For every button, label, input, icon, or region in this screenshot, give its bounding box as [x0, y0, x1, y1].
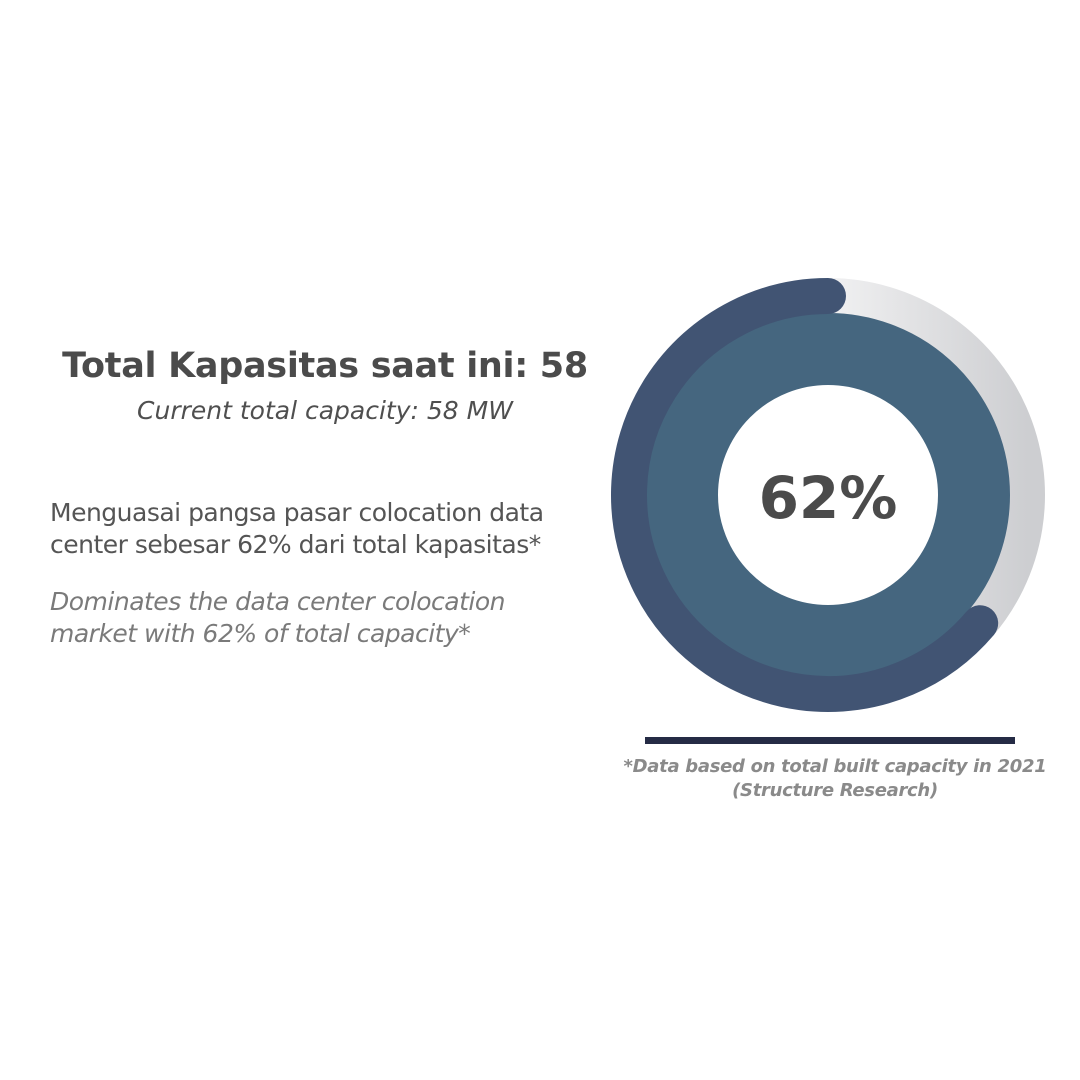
page-subtitle: Current total capacity: 58 MW	[137, 396, 513, 425]
divider-line	[645, 737, 1015, 744]
center-percentage-label: 62%	[759, 464, 898, 532]
page-title: Total Kapasitas saat ini: 58	[62, 346, 588, 386]
inner-ring	[646, 313, 1010, 677]
remainder-arc	[827, 278, 1045, 641]
market-share-text-english: Dominates the data center colocation mar…	[50, 587, 506, 648]
footnote: *Data based on total built capacity in 2…	[623, 756, 1047, 801]
market-share-donut-chart: 62%	[611, 278, 1045, 712]
share-arc	[611, 278, 999, 712]
market-share-text-indonesian: Menguasai pangsa pasar colocation data c…	[50, 498, 544, 559]
